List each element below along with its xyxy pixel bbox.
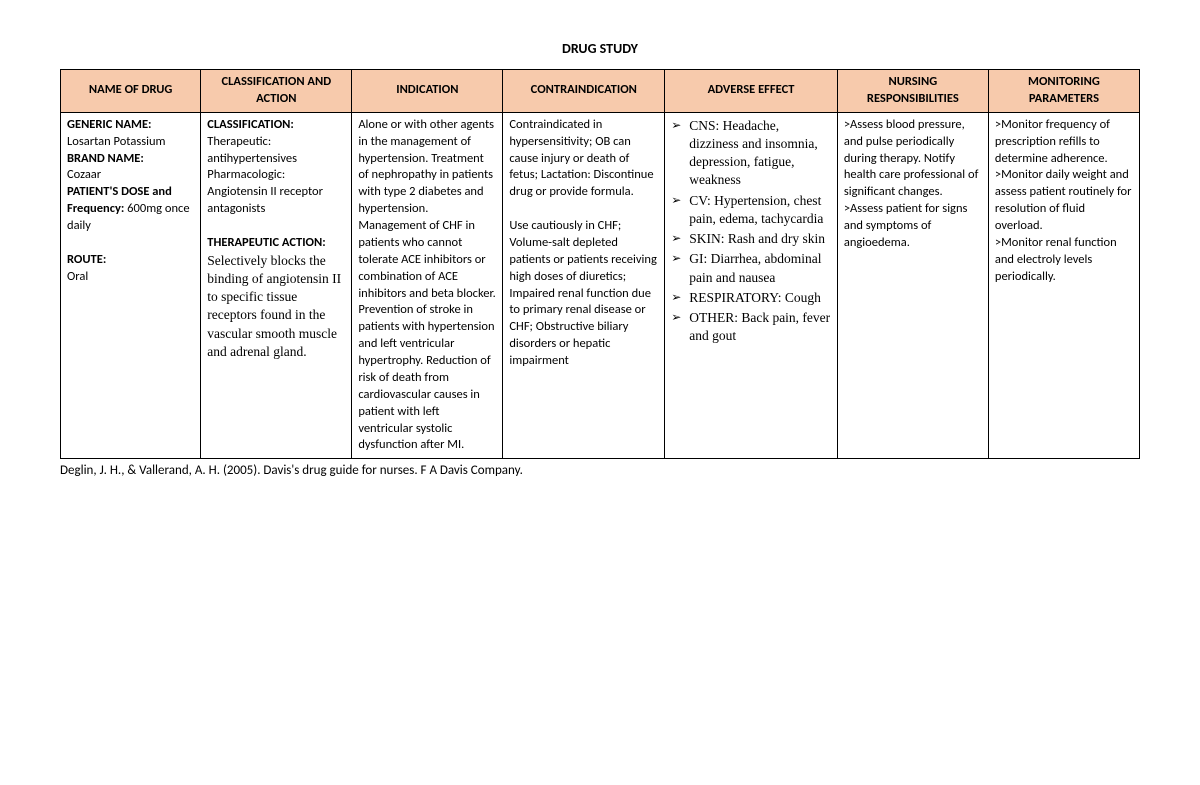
generic-name-value: Losartan Potassium [67, 134, 194, 151]
classification-text: Therapeutic: antihypertensives Pharmacol… [207, 134, 345, 218]
data-row: GENERIC NAME: Losartan Potassium BRAND N… [61, 112, 1140, 459]
cell-monitoring: >Monitor frequency of prescription refil… [988, 112, 1139, 459]
generic-name-label: GENERIC NAME: [67, 117, 152, 132]
header-name: NAME OF DRUG [61, 70, 201, 113]
action-label: THERAPEUTIC ACTION: [207, 235, 325, 250]
header-adverse: ADVERSE EFFECT [665, 70, 838, 113]
cell-classification: CLASSIFICATION: Therapeutic: antihyperte… [201, 112, 352, 459]
citation: Deglin, J. H., & Vallerand, A. H. (2005)… [60, 463, 1140, 478]
cell-name: GENERIC NAME: Losartan Potassium BRAND N… [61, 112, 201, 459]
header-classification: CLASSIFICATION AND ACTION [201, 70, 352, 113]
contra-p1: Contraindicated in hypersensitivity; OB … [509, 117, 658, 201]
adverse-resp: RESPIRATORY: Cough [671, 289, 831, 307]
drug-study-table: NAME OF DRUG CLASSIFICATION AND ACTION I… [60, 69, 1140, 459]
brand-name-label: BRAND NAME: [67, 151, 144, 166]
brand-name-value: Cozaar [67, 167, 194, 184]
header-indication: INDICATION [352, 70, 503, 113]
adverse-cns: CNS: Headache, dizziness and insomnia, d… [671, 117, 831, 190]
adverse-cv: CV: Hypertension, chest pain, edema, tac… [671, 192, 831, 228]
header-nursing: NURSING RESPONSIBILITIES [837, 70, 988, 113]
header-row: NAME OF DRUG CLASSIFICATION AND ACTION I… [61, 70, 1140, 113]
header-monitoring: MONITORING PARAMETERS [988, 70, 1139, 113]
route-value: Oral [67, 269, 194, 286]
adverse-other: OTHER: Back pain, fever and gout [671, 309, 831, 345]
contra-p2: Use cautiously in CHF; Volume-salt deple… [509, 218, 658, 370]
cell-adverse: CNS: Headache, dizziness and insomnia, d… [665, 112, 838, 459]
cell-contraindication: Contraindicated in hypersensitivity; OB … [503, 112, 665, 459]
route-label: ROUTE: [67, 252, 106, 267]
cell-indication: Alone or with other agents in the manage… [352, 112, 503, 459]
classification-label: CLASSIFICATION: [207, 117, 294, 132]
adverse-skin: SKIN: Rash and dry skin [671, 230, 831, 248]
cell-nursing: >Assess blood pressure, and pulse period… [837, 112, 988, 459]
header-contraindication: CONTRAINDICATION [503, 70, 665, 113]
action-text: Selectively blocks the binding of angiot… [207, 252, 345, 361]
doc-title: DRUG STUDY [60, 40, 1140, 57]
adverse-gi: GI: Diarrhea, abdominal pain and nausea [671, 250, 831, 286]
